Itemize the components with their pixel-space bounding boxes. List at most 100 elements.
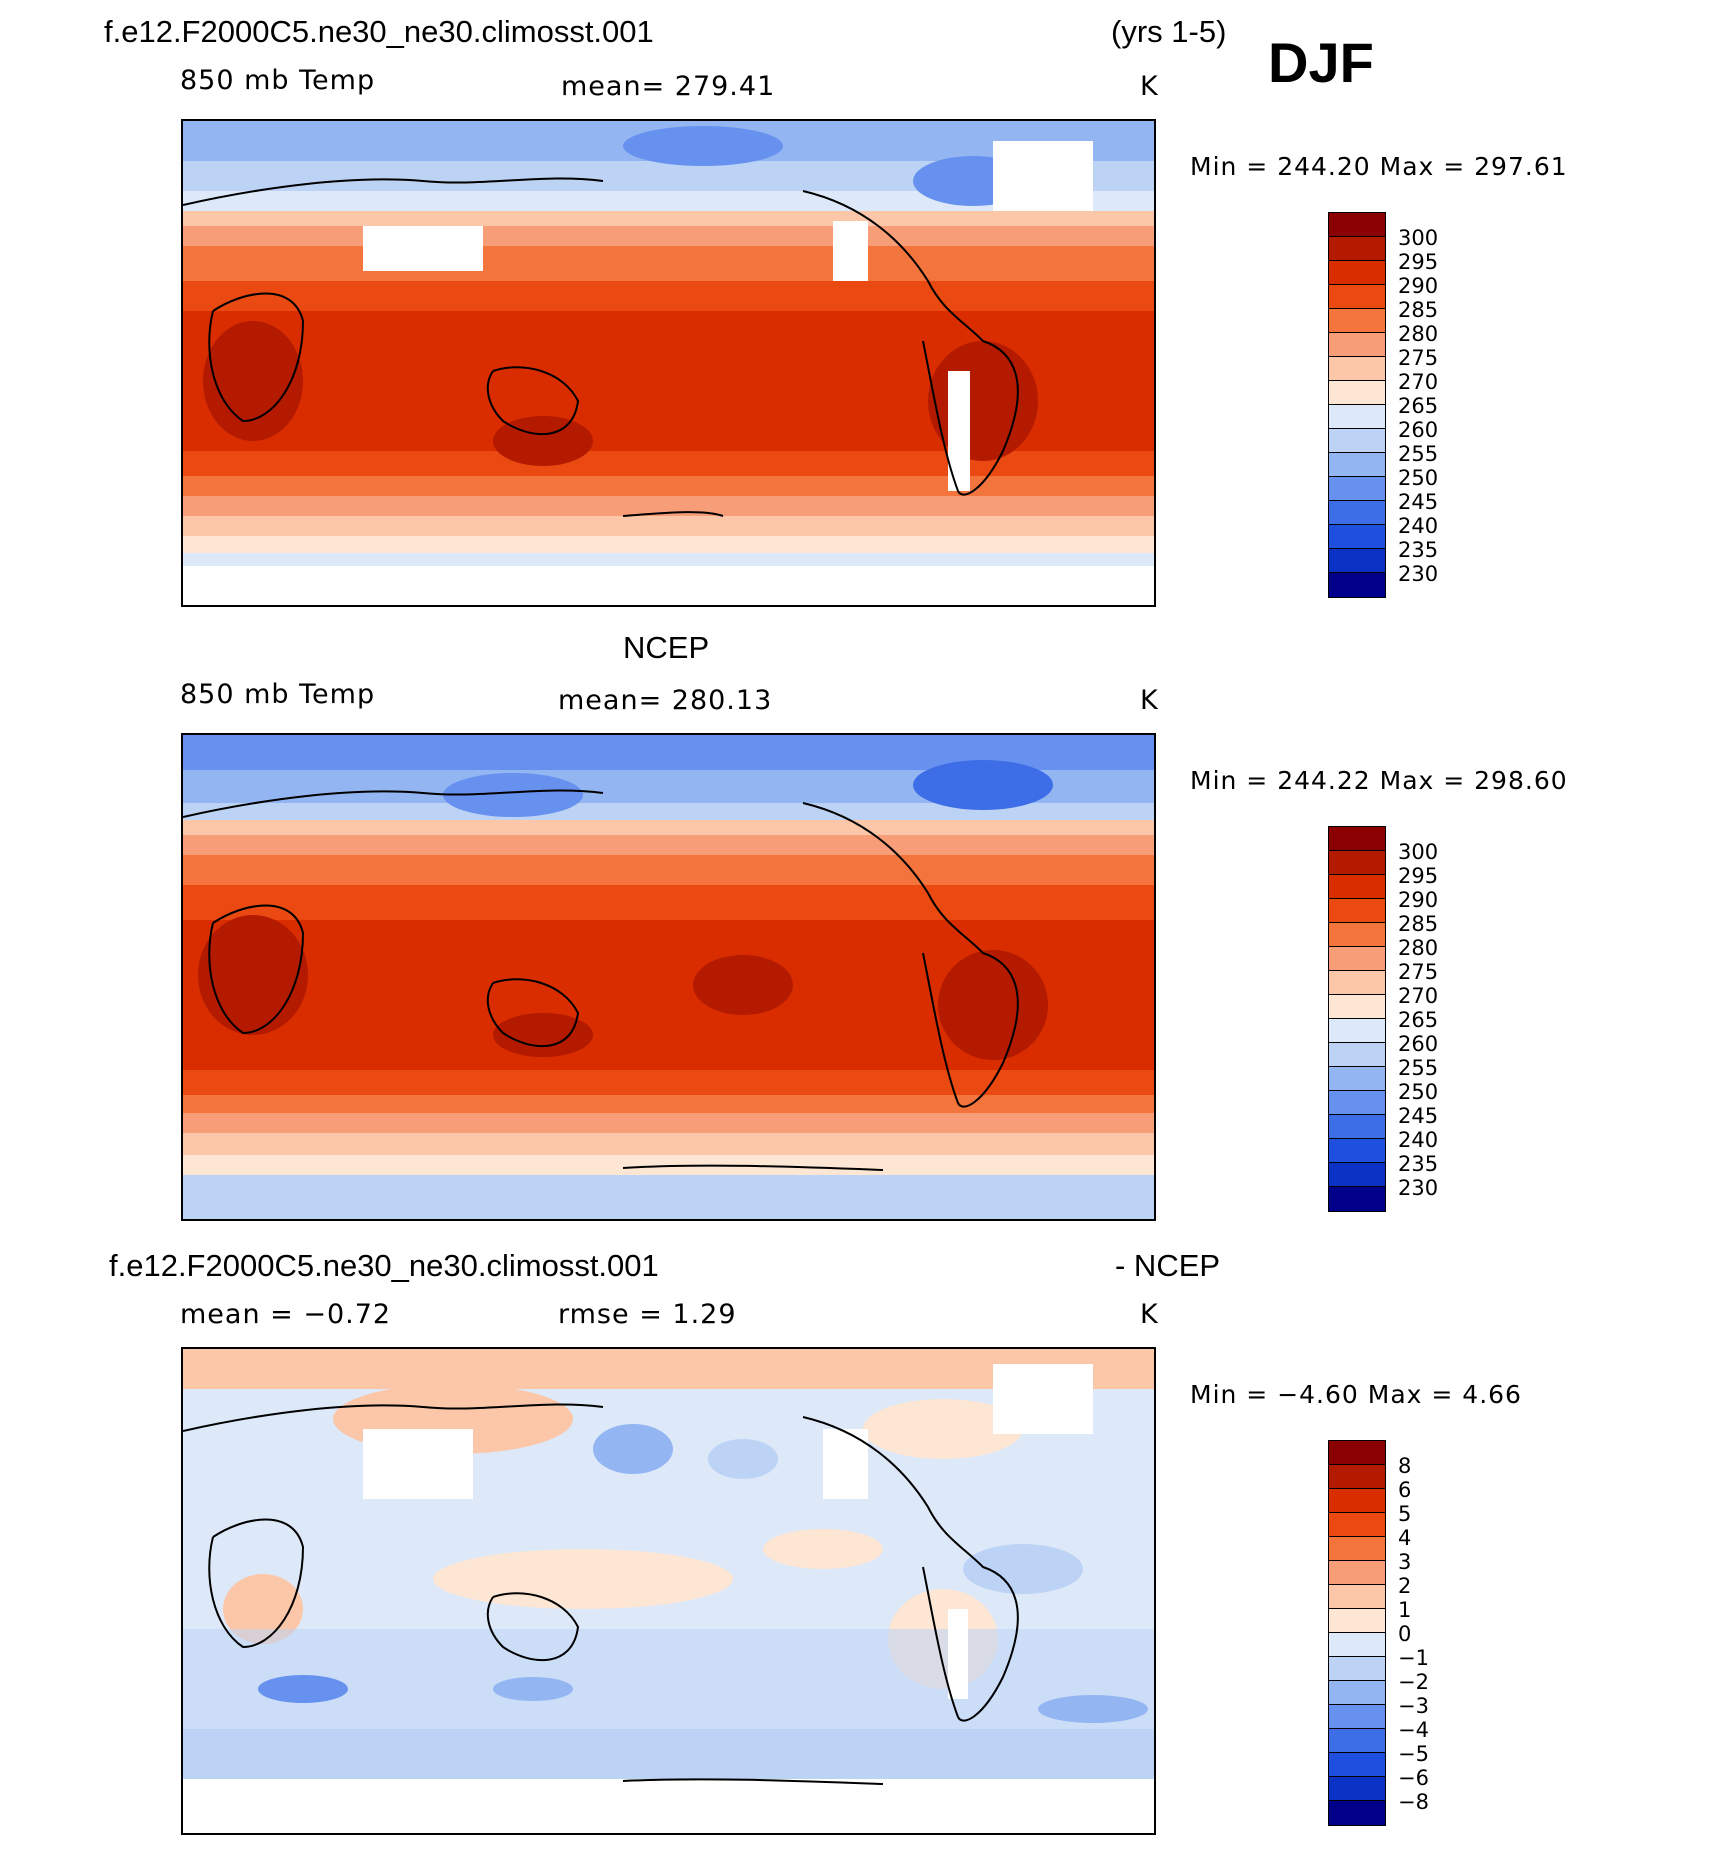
colorbar-label: 250 <box>1398 466 1439 490</box>
colorbar-label: 5 <box>1398 1502 1412 1526</box>
colorbar-swatch <box>1329 1513 1385 1537</box>
panel-obs-minmax: Min = 244.22 Max = 298.60 <box>1190 766 1568 795</box>
colorbar-swatch <box>1329 1187 1385 1211</box>
colorbar-label: 280 <box>1398 936 1439 960</box>
panel-model-colorbar-labels: 300 295 290 285 280 275 270 265 260 255 250 245 240 2… <box>1398 226 1438 586</box>
colorbar-label: 295 <box>1398 864 1439 888</box>
colorbar-swatch <box>1329 429 1385 453</box>
colorbar-label: 285 <box>1398 912 1439 936</box>
panel-model-colorbar <box>1328 212 1386 598</box>
colorbar-label: 275 <box>1398 960 1439 984</box>
colorbar-label: 300 <box>1398 226 1439 250</box>
colorbar-swatch <box>1329 1681 1385 1705</box>
panel-obs-colorbar-labels: 300 295 290 285 280 275 270 265 260 255 250 245 240 2… <box>1398 840 1438 1200</box>
colorbar-swatch <box>1329 827 1385 851</box>
colorbar-swatch <box>1329 1465 1385 1489</box>
panel-obs-title: NCEP <box>623 630 710 665</box>
colorbar-swatch <box>1329 381 1385 405</box>
colorbar-label: −5 <box>1398 1742 1429 1766</box>
colorbar-swatch <box>1329 1609 1385 1633</box>
colorbar-label: −6 <box>1398 1766 1429 1790</box>
colorbar-swatch <box>1329 1019 1385 1043</box>
colorbar-swatch <box>1329 1585 1385 1609</box>
panel-obs-units: K <box>1140 685 1159 716</box>
colorbar-label: −3 <box>1398 1694 1429 1718</box>
colorbar-label: 250 <box>1398 1080 1439 1104</box>
colorbar-label: 4 <box>1398 1526 1412 1550</box>
colorbar-swatch <box>1329 501 1385 525</box>
colorbar-swatch <box>1329 851 1385 875</box>
panel-diff-contours <box>183 1349 1154 1833</box>
colorbar-label: 235 <box>1398 1152 1439 1176</box>
colorbar-swatch <box>1329 549 1385 573</box>
colorbar-swatch <box>1329 309 1385 333</box>
panel-obs-colorbar <box>1328 826 1386 1212</box>
colorbar-swatch <box>1329 1633 1385 1657</box>
panel-model-contours <box>183 121 1154 605</box>
colorbar-swatch <box>1329 995 1385 1019</box>
colorbar-swatch <box>1329 1657 1385 1681</box>
colorbar-swatch <box>1329 1163 1385 1187</box>
colorbar-swatch <box>1329 525 1385 549</box>
panel-model-variable: 850 mb Temp <box>180 65 376 96</box>
colorbar-label: 245 <box>1398 1104 1439 1128</box>
colorbar-swatch <box>1329 1561 1385 1585</box>
panel-obs-variable: 850 mb Temp <box>180 679 376 710</box>
colorbar-swatch <box>1329 333 1385 357</box>
colorbar-label: 6 <box>1398 1478 1412 1502</box>
colorbar-label: 290 <box>1398 274 1439 298</box>
colorbar-swatch <box>1329 947 1385 971</box>
colorbar-swatch <box>1329 261 1385 285</box>
colorbar-swatch <box>1329 1043 1385 1067</box>
colorbar-label: 8 <box>1398 1454 1412 1478</box>
colorbar-label: 255 <box>1398 442 1439 466</box>
colorbar-swatch <box>1329 875 1385 899</box>
colorbar-label: 1 <box>1398 1598 1412 1622</box>
colorbar-label: 2 <box>1398 1574 1412 1598</box>
colorbar-swatch <box>1329 1753 1385 1777</box>
colorbar-swatch <box>1329 1441 1385 1465</box>
panel-model-case-title: f.e12.F2000C5.ne30_ne30.climosst.001 <box>104 14 654 49</box>
colorbar-label: 230 <box>1398 562 1439 586</box>
colorbar-swatch <box>1329 1489 1385 1513</box>
colorbar-swatch <box>1329 477 1385 501</box>
colorbar-swatch <box>1329 1729 1385 1753</box>
panel-model-years: (yrs 1-5) <box>1111 14 1227 49</box>
colorbar-label: 280 <box>1398 322 1439 346</box>
colorbar-label: 265 <box>1398 1008 1439 1032</box>
colorbar-swatch <box>1329 1705 1385 1729</box>
panel-diff-case-title: f.e12.F2000C5.ne30_ne30.climosst.001 <box>109 1248 659 1283</box>
colorbar-label: 285 <box>1398 298 1439 322</box>
panel-obs-mean: mean= 280.13 <box>558 685 773 716</box>
colorbar-swatch <box>1329 1537 1385 1561</box>
colorbar-label: 235 <box>1398 538 1439 562</box>
colorbar-label: 255 <box>1398 1056 1439 1080</box>
colorbar-label: 270 <box>1398 370 1439 394</box>
panel-model-mean: mean= 279.41 <box>561 71 776 102</box>
colorbar-swatch <box>1329 1777 1385 1801</box>
panel-model-minmax: Min = 244.20 Max = 297.61 <box>1190 152 1568 181</box>
colorbar-label: 275 <box>1398 346 1439 370</box>
colorbar-label: −8 <box>1398 1790 1429 1814</box>
colorbar-swatch <box>1329 1115 1385 1139</box>
colorbar-label: 230 <box>1398 1176 1439 1200</box>
colorbar-swatch <box>1329 285 1385 309</box>
colorbar-swatch <box>1329 1139 1385 1163</box>
colorbar-swatch <box>1329 573 1385 597</box>
panel-diff-colorbar-labels: 8 6 5 4 3 2 1 0 −1 −2 −3 −4 −5 −6 −8 <box>1398 1454 1429 1814</box>
panel-diff-minmax: Min = −4.60 Max = 4.66 <box>1190 1380 1522 1409</box>
panel-model-map <box>181 119 1156 607</box>
colorbar-label: 0 <box>1398 1622 1412 1646</box>
colorbar-label: −2 <box>1398 1670 1429 1694</box>
colorbar-label: 270 <box>1398 984 1439 1008</box>
colorbar-label: 240 <box>1398 1128 1439 1152</box>
panel-diff-mean: mean = −0.72 <box>180 1299 392 1330</box>
colorbar-swatch <box>1329 237 1385 261</box>
colorbar-label: −4 <box>1398 1718 1429 1742</box>
colorbar-label: 295 <box>1398 250 1439 274</box>
colorbar-label: 245 <box>1398 490 1439 514</box>
colorbar-swatch <box>1329 923 1385 947</box>
colorbar-swatch <box>1329 899 1385 923</box>
colorbar-label: 3 <box>1398 1550 1412 1574</box>
panel-model-units: K <box>1140 71 1159 102</box>
